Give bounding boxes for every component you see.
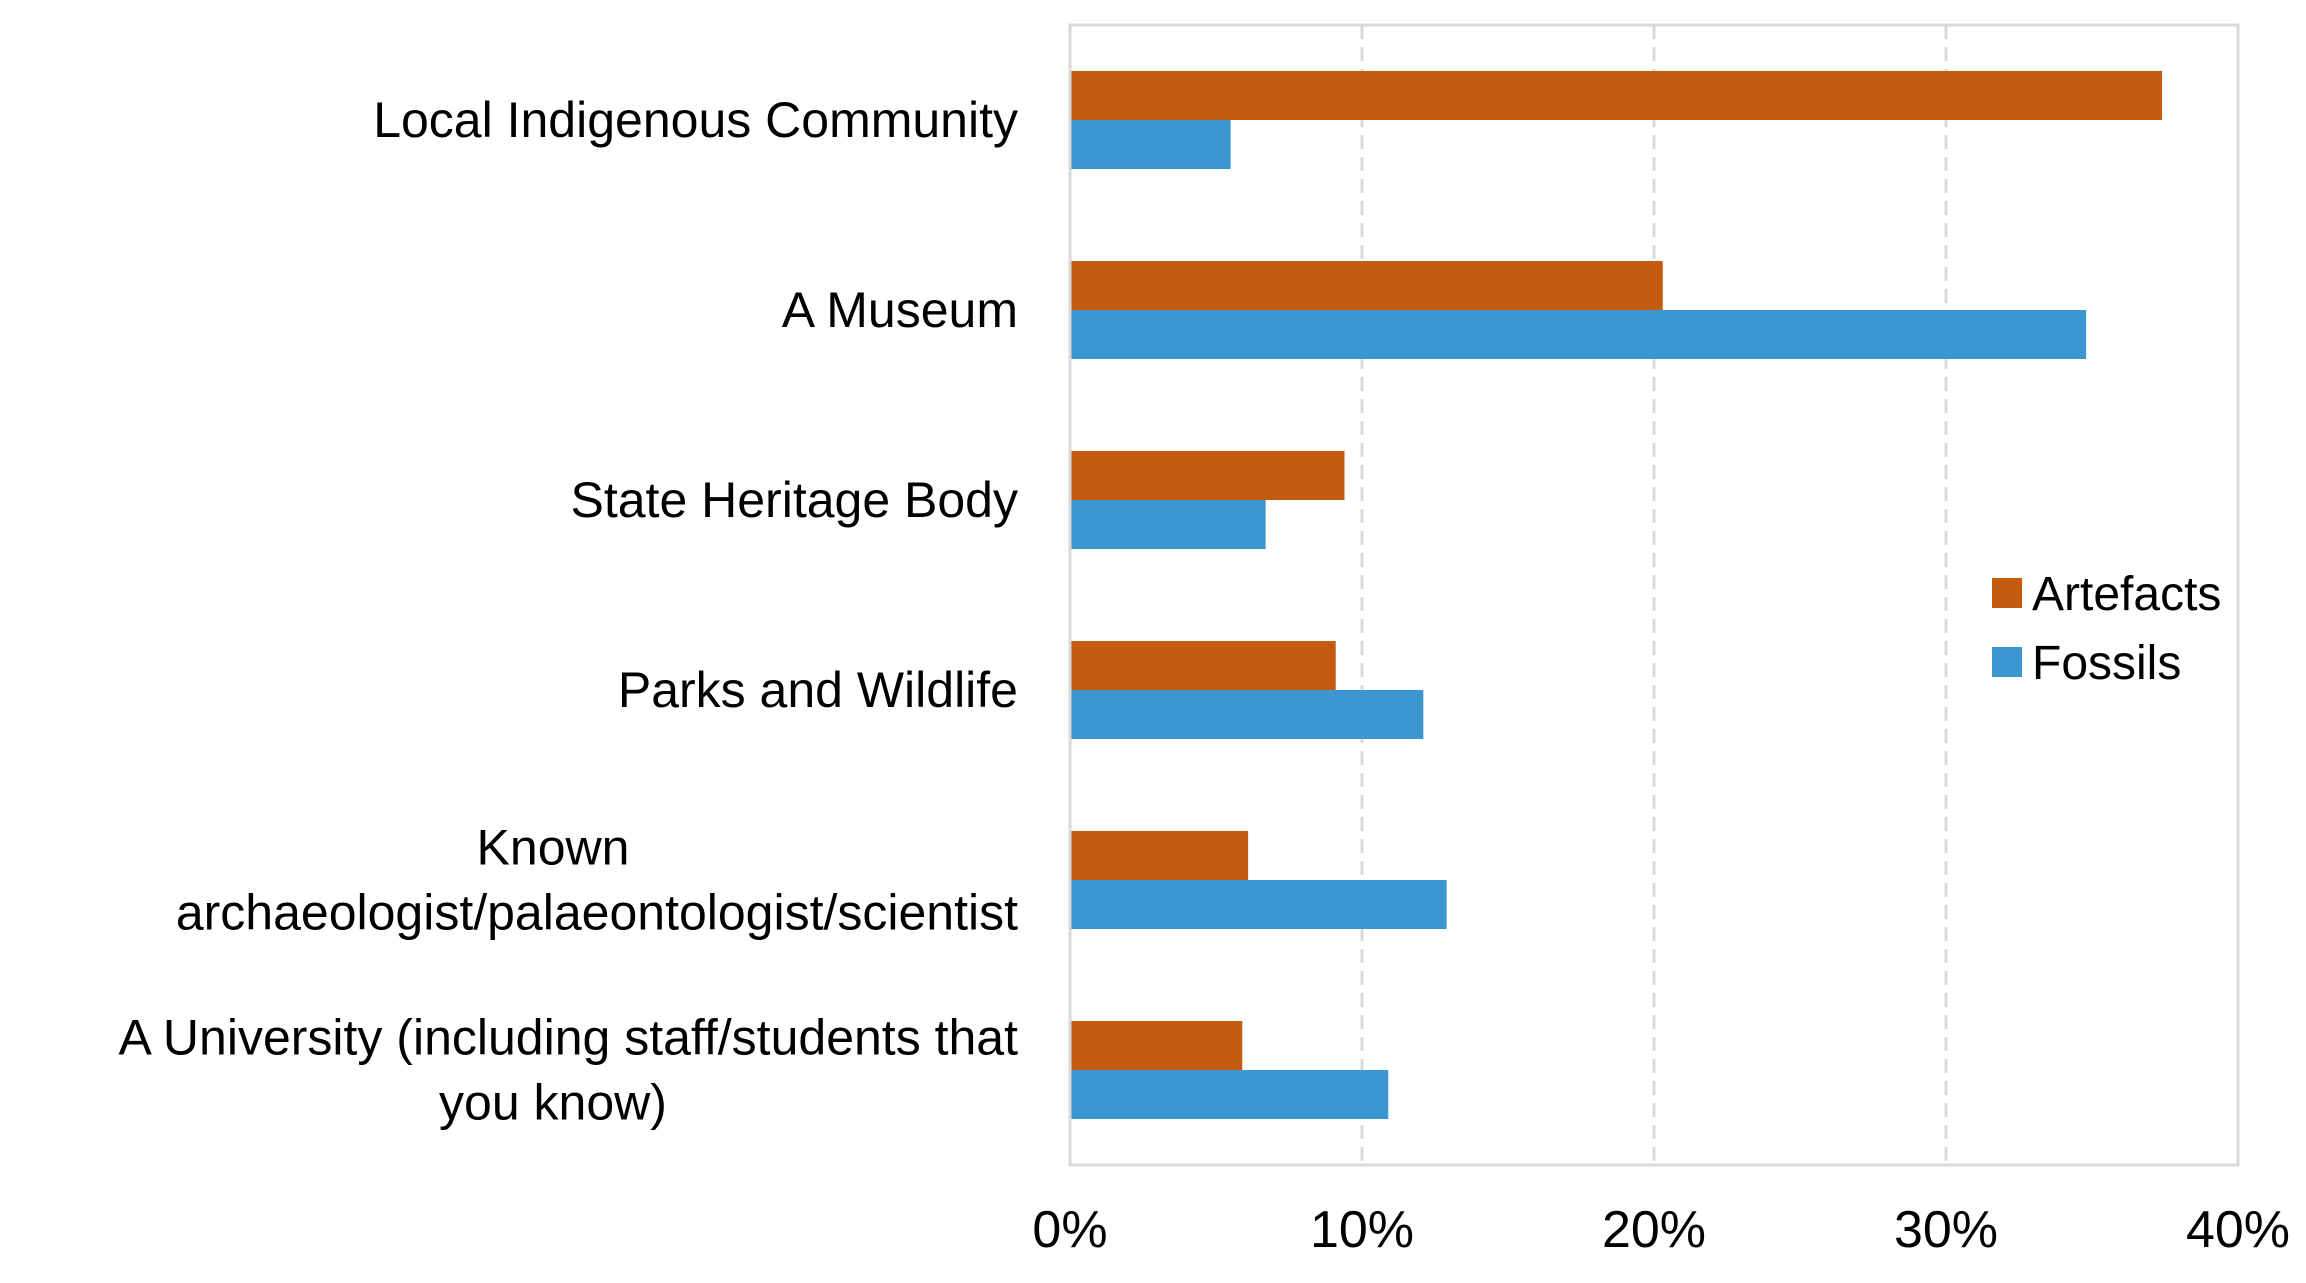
bar-artefacts [1070,71,2163,120]
bar-artefacts [1070,451,1345,500]
bar-artefacts [1070,641,1336,690]
x-tick-label: 30% [1894,1201,1998,1259]
bar-artefacts [1070,831,1249,880]
category-label: A Museum [782,282,1018,338]
bars [1068,25,2163,1165]
bar-fossils [1070,500,1266,549]
legend-label-fossils: Fossils [2032,637,2181,690]
category-label-line: archaeologist/palaeontologist/scientist [176,885,1018,941]
bar-artefacts [1070,261,1663,310]
category-label-line: A University (including staff/students t… [118,1010,1018,1066]
bar-fossils [1070,880,1447,929]
legend-swatch-fossils [1992,647,2022,677]
category-label-line: State Heritage Body [571,472,1019,528]
x-tick-label: 40% [2186,1201,2290,1259]
category-labels: Local Indigenous Community A Museum State … [118,92,1018,1131]
legend-swatch-artefacts [1992,578,2022,608]
bar-fossils [1070,310,2087,359]
legend-label-artefacts: Artefacts [2032,568,2221,621]
x-axis-tick-labels: 0% 10% 20% 30% 40% [1032,1201,2290,1259]
category-label: A University (including staff/students t… [118,1010,1018,1131]
category-label: Known archaeologist/palaeontologist/scien… [176,820,1018,941]
x-tick-label: 20% [1602,1201,1706,1259]
category-label-line: Parks and Wildlife [618,662,1018,718]
bar-fossils [1070,120,1231,169]
category-label-line: A Museum [782,282,1018,338]
bar-fossils [1070,1070,1389,1119]
category-label-line: you know) [439,1075,667,1131]
category-label: Local Indigenous Community [373,92,1018,148]
category-label: State Heritage Body [571,472,1019,528]
x-tick-label: 10% [1310,1201,1414,1259]
x-tick-label: 0% [1032,1201,1107,1259]
category-label-line: Local Indigenous Community [373,92,1018,148]
category-label: Parks and Wildlife [618,662,1018,718]
bar-artefacts [1070,1021,1243,1070]
bar-fossils [1070,690,1424,739]
gridlines [1360,25,1948,1165]
category-label-line: Known [477,820,630,876]
legend: Artefacts Fossils [1992,568,2221,690]
